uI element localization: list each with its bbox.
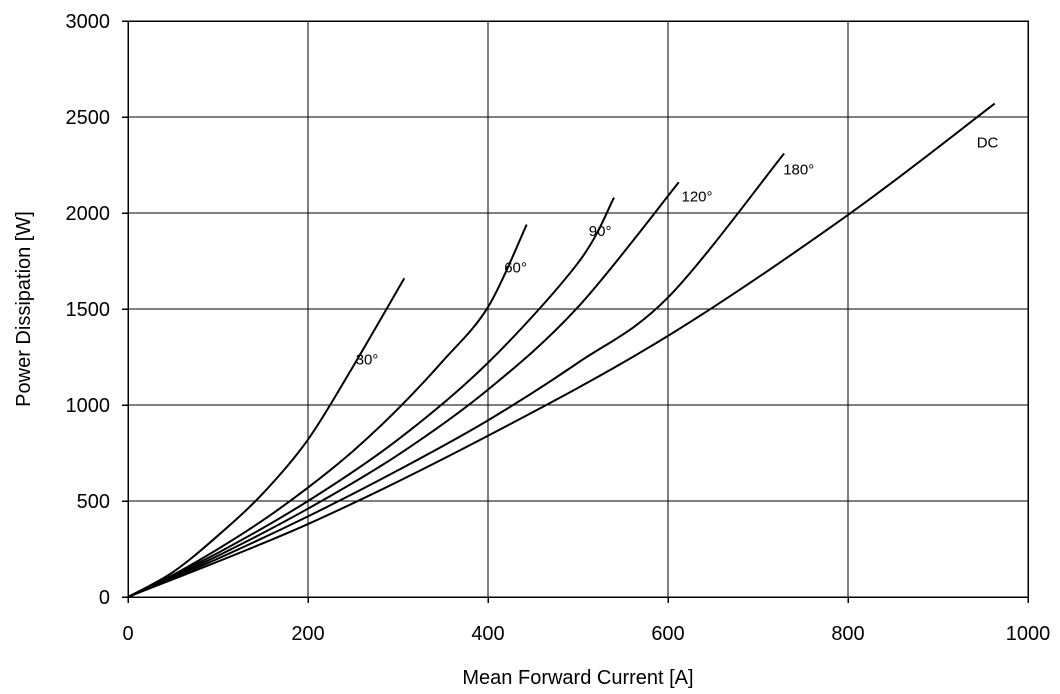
- grid-lines: [128, 21, 1028, 597]
- curve-label: 30°: [356, 352, 379, 369]
- y-tick-label: 2500: [66, 107, 111, 129]
- x-tick-label: 400: [471, 623, 504, 645]
- x-tick-label: 600: [651, 623, 684, 645]
- y-tick-label: 1000: [66, 395, 111, 417]
- curve-label: 90°: [589, 223, 612, 240]
- x-tick-label: 0: [122, 623, 133, 645]
- curve-label: 120°: [682, 188, 713, 205]
- y-tick-label: 3000: [66, 11, 111, 33]
- y-tick-label: 2000: [66, 203, 111, 225]
- y-tick-label: 500: [77, 491, 110, 513]
- curve-label: DC: [977, 135, 999, 152]
- x-tick-label: 200: [291, 623, 324, 645]
- series-line: [127, 197, 615, 598]
- x-tick-label: 800: [831, 623, 864, 645]
- series-line: [127, 152, 785, 598]
- series-line: [127, 181, 680, 598]
- series-line: [127, 102, 996, 598]
- y-tick-labels: 0 500 1000 1500 2000 2500 3000: [66, 11, 111, 609]
- curve-label: 60°: [504, 260, 527, 277]
- series-line: [127, 277, 406, 598]
- x-axis-label: Mean Forward Current [A]: [462, 667, 693, 689]
- axis-ticks: [122, 20, 1029, 603]
- y-tick-label: 1500: [66, 299, 111, 321]
- series-lines: [127, 102, 996, 598]
- series-line: [127, 224, 528, 598]
- y-tick-label: 0: [99, 587, 110, 609]
- x-tick-label: 1000: [1006, 623, 1051, 645]
- curve-label: 180°: [783, 162, 814, 179]
- x-tick-labels: 0 200 400 600 800 1000: [122, 623, 1050, 645]
- curve-labels: 30° 60° 90° 120° 180° DC: [356, 135, 999, 369]
- y-axis-label: Power Dissipation [W]: [13, 211, 35, 407]
